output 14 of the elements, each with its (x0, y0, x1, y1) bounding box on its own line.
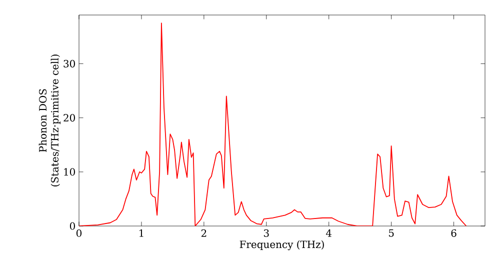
x-axis-title: Frequency (THz) (240, 240, 324, 250)
x-tick-label: 1 (140, 229, 144, 237)
y-tick-label: 10 (64, 168, 75, 176)
x-tick-label: 4 (326, 229, 332, 237)
x-tick-label: 0 (76, 229, 82, 237)
y-axis-title: Phonon DOS (States/THz·primitive cell) (38, 54, 60, 186)
y-tick-label: 20 (64, 114, 75, 122)
x-tick-label: 2 (201, 229, 206, 237)
x-tick-label: 5 (388, 229, 394, 237)
y-tick-label: 0 (70, 222, 75, 230)
line-series (79, 22, 467, 226)
x-tick-label: 3 (264, 229, 269, 237)
y-tick-label: 30 (64, 60, 75, 68)
x-tick-label: 6 (451, 229, 456, 237)
